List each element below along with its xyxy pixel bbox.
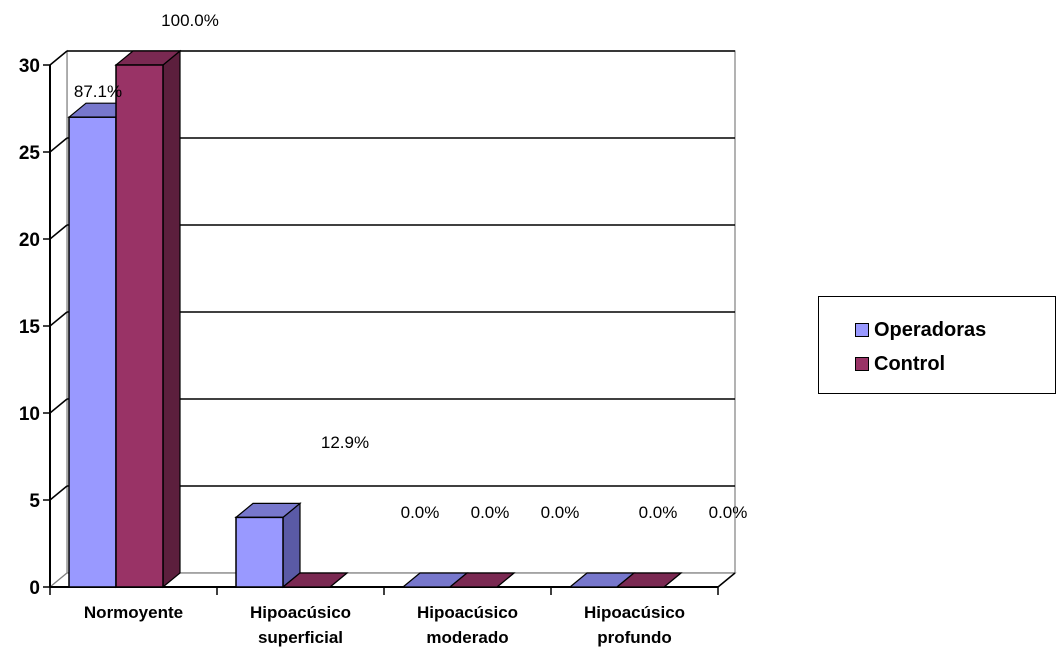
bar-control-1-top — [281, 572, 349, 588]
x-axis-depth — [717, 572, 736, 588]
data-label-operadoras-1: 12.9% — [321, 433, 369, 452]
x-category-label: superficial — [258, 628, 343, 647]
bar-control-0 — [115, 64, 164, 588]
data-label-control-0: 100.0% — [161, 11, 219, 30]
legend-item-control: Control — [855, 347, 1055, 381]
data-label-operadoras-0: 87.1% — [74, 82, 122, 101]
y-tick-label: 15 — [19, 317, 41, 338]
bar-operadoras-1 — [235, 516, 284, 588]
gridline-side — [49, 398, 68, 414]
x-category-label: Hipoacúsico — [250, 603, 351, 622]
data-label-control-3: 0.0% — [709, 503, 748, 522]
legend-swatch-operadoras — [855, 323, 869, 337]
gridline-side — [49, 50, 68, 66]
legend: Operadoras Control — [818, 296, 1056, 394]
y-tick-label: 5 — [29, 491, 40, 512]
x-category-label: Normoyente — [84, 603, 183, 622]
x-category-label: profundo — [597, 628, 672, 647]
bar-operadoras-0 — [68, 116, 117, 588]
data-label-control-2: 0.0% — [541, 503, 580, 522]
y-tick-label: 20 — [19, 230, 40, 251]
legend-label-control: Control — [874, 352, 946, 375]
gridline-side — [49, 311, 68, 327]
data-label-operadoras-2: 0.0% — [471, 503, 510, 522]
bar-control-0-side — [162, 49, 181, 589]
y-tick-label: 0 — [29, 578, 40, 599]
bar-control-3-top — [615, 572, 683, 588]
legend-swatch-control — [855, 357, 869, 371]
x-category-label: moderado — [426, 628, 508, 647]
y-tick-label: 30 — [19, 56, 40, 77]
gridline-side — [49, 137, 68, 153]
legend-label-operadoras: Operadoras — [874, 318, 987, 341]
gridline-side — [49, 224, 68, 240]
legend-item-operadoras: Operadoras — [855, 313, 1055, 347]
data-label-control-1: 0.0% — [401, 503, 440, 522]
gridline-side — [49, 485, 68, 501]
data-label-operadoras-3: 0.0% — [639, 503, 678, 522]
y-tick-label: 10 — [19, 404, 40, 425]
bar-control-2-top — [448, 572, 516, 588]
y-tick-label: 25 — [19, 143, 41, 164]
x-category-label: Hipoacúsico — [584, 603, 685, 622]
x-category-label: Hipoacúsico — [417, 603, 518, 622]
